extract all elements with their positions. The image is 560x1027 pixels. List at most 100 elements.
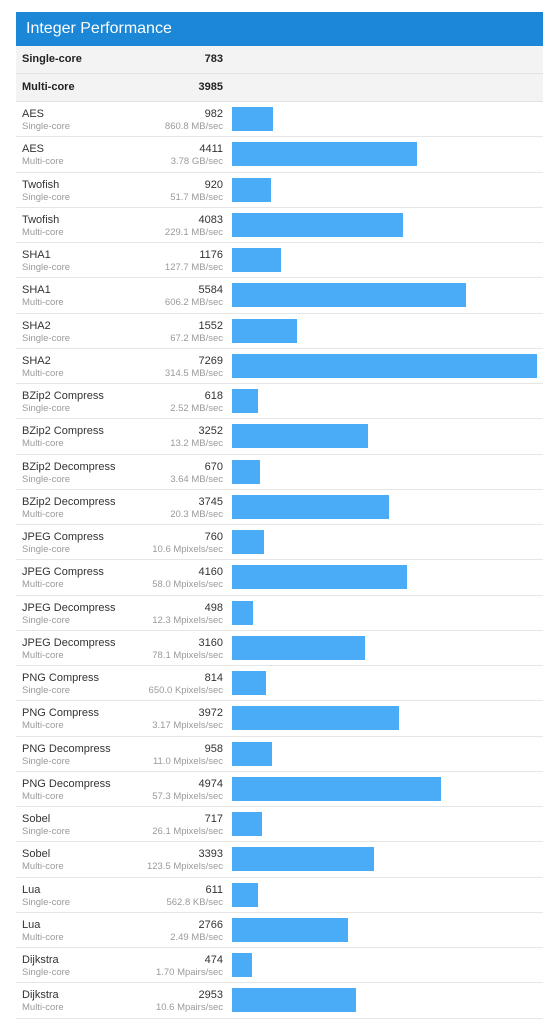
benchmark-rate: 11.0 Mpixels/sec xyxy=(152,755,223,767)
benchmark-kind: Single-core xyxy=(22,473,71,485)
benchmark-kind: Multi-core xyxy=(22,156,64,168)
summary-multi-core-row: Multi-core 3985 xyxy=(16,74,543,102)
benchmark-rows: AES Single-core 982 860.8 MB/sec AES Multi-co… xyxy=(16,102,543,1019)
benchmark-name: JPEG Decompress xyxy=(22,636,116,649)
benchmark-rate: 78.1 Mpixels/sec xyxy=(152,649,223,661)
integer-performance-panel: Integer Performance Single-core 783 Mult… xyxy=(16,12,543,1019)
benchmark-score: 3745 xyxy=(198,495,223,508)
score-bar xyxy=(232,565,407,590)
benchmark-row: SHA2 Multi-core 7269 314.5 MB/sec xyxy=(16,349,543,384)
benchmark-score: 2953 xyxy=(198,989,223,1002)
benchmark-rate: 2.49 MB/sec xyxy=(170,931,223,943)
benchmark-row: BZip2 Compress Multi-core 3252 13.2 MB/sec xyxy=(16,419,543,455)
benchmark-kind: Single-core xyxy=(22,544,71,555)
benchmark-row: JPEG Compress Single-core 760 10.6 Mpixels/… xyxy=(16,525,543,561)
benchmark-score: 982 xyxy=(204,108,223,120)
benchmark-row: PNG Decompress Multi-core 4974 57.3 Mpixels… xyxy=(16,772,543,807)
score-bar xyxy=(232,318,297,343)
benchmark-rate: 26.1 Mpixels/sec xyxy=(152,826,223,837)
benchmark-name: Twofish xyxy=(22,178,60,191)
benchmark-rate: 13.2 MB/sec xyxy=(170,438,223,450)
score-bar xyxy=(232,953,252,977)
score-bar xyxy=(232,107,273,131)
summary-label: Single-core xyxy=(22,53,82,65)
score-bar xyxy=(232,847,374,872)
benchmark-row: Dijkstra Multi-core 2953 10.6 Mpairs/sec xyxy=(16,983,543,1019)
benchmark-kind: Multi-core xyxy=(22,931,64,943)
benchmark-kind: Single-core xyxy=(22,614,71,626)
benchmark-name: PNG Decompress xyxy=(22,777,111,790)
benchmark-name: BZip2 Decompress xyxy=(22,495,116,508)
benchmark-kind: Multi-core xyxy=(22,1002,64,1014)
benchmark-rate: 606.2 MB/sec xyxy=(164,297,223,309)
summary-single-core-row: Single-core 783 xyxy=(16,46,543,74)
benchmark-rate: 123.5 Mpixels/sec xyxy=(146,861,223,873)
benchmark-name: JPEG Decompress xyxy=(22,601,116,614)
benchmark-rate: 67.2 MB/sec xyxy=(170,332,223,344)
score-bar xyxy=(232,635,365,660)
benchmark-rate: 3.17 Mpixels/sec xyxy=(152,720,223,732)
benchmark-row: JPEG Decompress Multi-core 3160 78.1 Mpixel… xyxy=(16,631,543,666)
benchmark-name: SHA2 xyxy=(22,354,51,367)
benchmark-score: 1552 xyxy=(198,319,223,332)
benchmark-score: 498 xyxy=(204,601,223,614)
benchmark-kind: Single-core xyxy=(22,826,71,837)
benchmark-row: Twofish Multi-core 4083 229.1 MB/sec xyxy=(16,208,543,243)
benchmark-name: Twofish xyxy=(22,213,60,226)
benchmark-kind: Multi-core xyxy=(22,720,64,732)
benchmark-name: JPEG Compress xyxy=(22,566,104,579)
benchmark-score: 7269 xyxy=(198,354,223,367)
panel-title: Integer Performance xyxy=(16,12,543,46)
score-bar xyxy=(232,600,253,625)
benchmark-name: Dijkstra xyxy=(22,989,59,1002)
benchmark-name: PNG Compress xyxy=(22,707,100,720)
benchmark-row: Sobel Multi-core 3393 123.5 Mpixels/sec xyxy=(16,842,543,878)
benchmark-row: PNG Decompress Single-core 958 11.0 Mpixels… xyxy=(16,737,543,772)
benchmark-kind: Multi-core xyxy=(22,367,64,379)
benchmark-rate: 3.78 GB/sec xyxy=(170,156,223,168)
score-bar xyxy=(232,389,258,413)
benchmark-row: PNG Compress Single-core 814 650.0 Kpixels/… xyxy=(16,666,543,702)
benchmark-score: 3972 xyxy=(198,707,223,720)
benchmark-row: JPEG Compress Multi-core 4160 58.0 Mpixels/… xyxy=(16,560,543,596)
benchmark-score: 4160 xyxy=(198,566,223,579)
benchmark-rate: 57.3 Mpixels/sec xyxy=(152,790,223,802)
benchmark-name: Dijkstra xyxy=(22,954,59,966)
benchmark-rate: 10.6 Mpairs/sec xyxy=(155,1002,223,1014)
benchmark-name: BZip2 Decompress xyxy=(22,460,116,473)
benchmark-name: JPEG Compress xyxy=(22,531,104,543)
score-bar xyxy=(232,142,417,167)
benchmark-row: BZip2 Decompress Single-core 670 3.64 MB/se… xyxy=(16,455,543,490)
benchmark-kind: Single-core xyxy=(22,967,71,978)
benchmark-name: SHA1 xyxy=(22,284,51,297)
benchmark-score: 5584 xyxy=(198,284,223,297)
benchmark-name: SHA1 xyxy=(22,249,51,261)
benchmark-score: 670 xyxy=(204,460,223,473)
benchmark-rate: 3.64 MB/sec xyxy=(170,473,223,485)
benchmark-rate: 127.7 MB/sec xyxy=(164,262,223,273)
benchmark-rate: 12.3 Mpixels/sec xyxy=(152,614,223,626)
benchmark-score: 1176 xyxy=(199,249,223,261)
benchmark-name: Lua xyxy=(22,883,41,896)
benchmark-kind: Single-core xyxy=(22,403,71,414)
benchmark-row: BZip2 Compress Single-core 618 2.52 MB/sec xyxy=(16,384,543,420)
benchmark-name: AES xyxy=(22,108,45,120)
benchmark-rate: 860.8 MB/sec xyxy=(164,121,223,132)
benchmark-kind: Multi-core xyxy=(22,438,64,450)
benchmark-row: SHA1 Single-core 1176 127.7 MB/sec xyxy=(16,243,543,279)
benchmark-row: SHA1 Multi-core 5584 606.2 MB/sec xyxy=(16,278,543,314)
benchmark-score: 4083 xyxy=(198,213,223,226)
benchmark-row: AES Single-core 982 860.8 MB/sec xyxy=(16,102,543,138)
benchmark-score: 3252 xyxy=(198,425,223,438)
benchmark-score: 814 xyxy=(204,672,223,684)
benchmark-kind: Multi-core xyxy=(22,508,64,520)
score-bar xyxy=(232,706,399,731)
score-bar xyxy=(232,671,266,695)
score-bar xyxy=(232,177,271,202)
benchmark-rate: 2.52 MB/sec xyxy=(170,403,223,414)
benchmark-rate: 229.1 MB/sec xyxy=(164,226,223,238)
benchmark-score: 3160 xyxy=(198,636,223,649)
benchmark-name: Lua xyxy=(22,918,41,931)
benchmark-kind: Single-core xyxy=(22,191,71,203)
benchmark-kind: Multi-core xyxy=(22,297,64,309)
